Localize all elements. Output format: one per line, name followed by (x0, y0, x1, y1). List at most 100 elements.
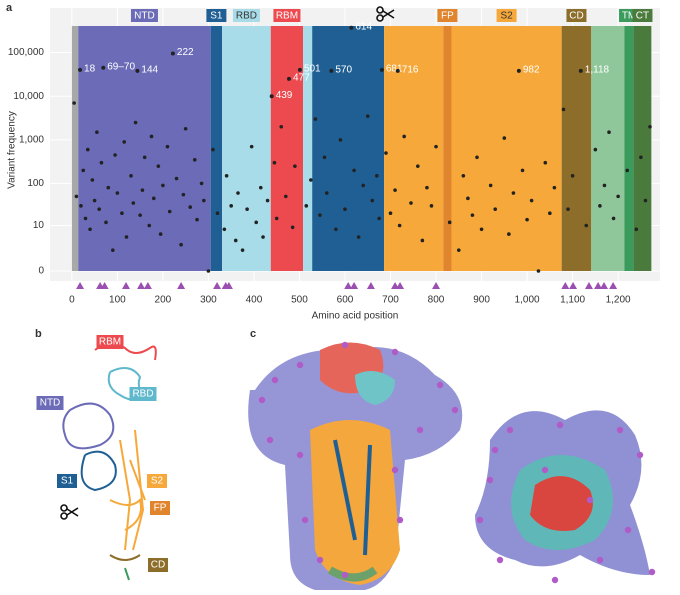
data-point (279, 124, 284, 129)
data-point (79, 204, 83, 208)
data-point (97, 207, 101, 211)
data-point (188, 205, 193, 209)
data-point (352, 168, 356, 173)
bead (556, 421, 564, 429)
data-point (456, 248, 461, 252)
structure-label-box (96, 335, 124, 349)
annotated-point (170, 51, 175, 56)
data-point (584, 223, 589, 228)
data-point (625, 168, 630, 173)
mutation-marker (122, 282, 131, 289)
x-axis-title: Amino acid position (312, 311, 399, 322)
annotated-point (286, 76, 291, 81)
bead (636, 451, 644, 459)
domain-label: FP (441, 11, 454, 22)
bead (301, 516, 309, 524)
bead (341, 341, 349, 349)
domain-region (451, 26, 562, 271)
domain-region (633, 26, 652, 271)
data-point (81, 168, 86, 173)
data-point (113, 153, 117, 157)
x-tick-label: 300 (200, 295, 217, 306)
data-point (106, 185, 111, 190)
domain-label: TM (622, 11, 636, 22)
data-point (388, 211, 393, 216)
data-point (140, 188, 145, 192)
mutation-marker (366, 282, 375, 289)
annotated-point (349, 25, 354, 30)
x-tick-label: 500 (291, 295, 308, 306)
data-point (249, 144, 254, 149)
data-point (434, 144, 438, 149)
x-tick-label: 0 (69, 295, 75, 306)
data-point (543, 160, 548, 165)
data-point (293, 164, 297, 168)
domain-region (591, 26, 625, 271)
mutation-marker (224, 282, 233, 289)
annotation-label: 144 (141, 65, 158, 76)
panel-b-labels: RBM RBD NTD S1 S2 FP CD (36, 335, 170, 572)
data-point (274, 216, 279, 221)
bead (551, 576, 559, 584)
x-tick-label: 1,100 (560, 295, 585, 306)
data-point (643, 198, 648, 203)
bead (616, 426, 624, 434)
data-point (570, 173, 575, 178)
annotation-label: 1,118 (585, 65, 610, 76)
data-point (95, 130, 99, 135)
structure-label: FP (154, 503, 167, 514)
data-point (304, 204, 309, 208)
x-tick-label: 800 (428, 295, 445, 306)
data-point (104, 220, 108, 225)
data-point (265, 198, 270, 203)
structure-label-box (57, 474, 77, 488)
data-point (272, 160, 277, 165)
data-point (138, 213, 142, 217)
annotation-label: 439 (276, 90, 293, 101)
data-point (222, 227, 227, 232)
annotation-label: 501 (304, 64, 321, 75)
domain-region (270, 26, 304, 271)
bead (296, 361, 304, 369)
domain-label-box (206, 9, 227, 22)
x-tick-label: 200 (155, 295, 172, 306)
data-point (370, 198, 375, 203)
annotated-point (395, 68, 400, 73)
data-point (142, 155, 147, 160)
annotated-point (101, 65, 106, 70)
domain-label: NTD (134, 11, 155, 22)
bead (476, 516, 484, 524)
y-tick-label: 100 (27, 178, 44, 189)
data-point (375, 173, 379, 178)
data-point (224, 173, 229, 178)
glycan-beads (258, 341, 656, 584)
data-point (92, 198, 97, 203)
data-point (83, 216, 88, 221)
data-point (167, 209, 172, 214)
data-point (158, 232, 163, 236)
data-point (147, 223, 152, 228)
domain-label-box (632, 9, 653, 22)
structure-label: NTD (40, 398, 61, 409)
data-point (566, 207, 570, 211)
data-point (634, 227, 639, 232)
data-point (90, 178, 95, 182)
mutation-marker (350, 282, 359, 289)
data-point (475, 155, 479, 160)
data-point (425, 185, 429, 190)
mutation-marker (213, 282, 222, 289)
annotation-label: 69–70 (107, 61, 135, 72)
panel-label: c (250, 328, 256, 340)
data-point (245, 207, 249, 211)
data-point (258, 185, 263, 190)
data-point (174, 176, 179, 181)
data-point (507, 232, 511, 236)
annotation-label: 716 (402, 65, 419, 76)
data-point (639, 155, 643, 160)
data-point (343, 207, 347, 211)
domain-label: CD (569, 11, 583, 22)
x-tick-label: 600 (337, 295, 354, 306)
data-point (151, 196, 156, 201)
data-point (470, 213, 475, 217)
